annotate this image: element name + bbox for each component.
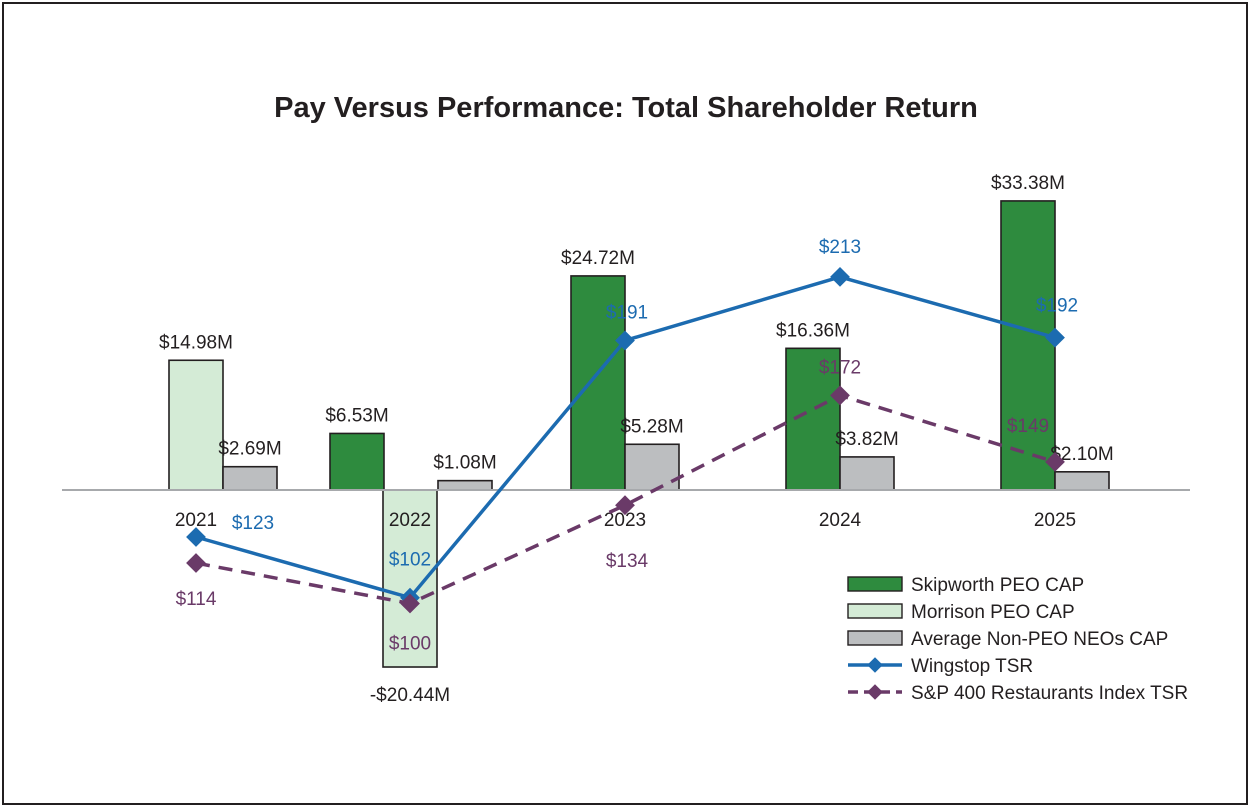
tsr-label-wingstop-tsr-2021: $123 — [232, 513, 274, 534]
legend-label-skipworth-peo-cap: Skipworth PEO CAP — [911, 575, 1084, 596]
legend-item-skipworth-peo-cap: Skipworth PEO CAP — [847, 575, 1084, 596]
bar-morrison-peo-cap-2021 — [168, 359, 224, 491]
bar-skipworth-peo-cap-2025 — [1000, 200, 1056, 491]
bar-label-average-non-peo-neos-cap-2021: $2.69M — [218, 439, 281, 460]
tsr-label-wingstop-tsr-2023: $191 — [606, 302, 648, 323]
tsr-label-sandp-400-restaurants-index-tsr-2023: $134 — [606, 551, 649, 572]
category-label-2023: 2023 — [604, 510, 646, 531]
bar-average-non-peo-neos-cap-2022 — [437, 479, 493, 491]
tsr-label-sandp-400-restaurants-index-tsr-2024: $172 — [819, 357, 861, 378]
tsr-label-wingstop-tsr-2022: $102 — [389, 550, 431, 571]
bar-average-non-peo-neos-cap-2025 — [1054, 471, 1110, 491]
legend-item-wingstop-tsr: Wingstop TSR — [848, 656, 1033, 677]
bars-layer — [168, 200, 1110, 668]
bar-label-skipworth-peo-cap-2022: $6.53M — [325, 405, 388, 426]
bar-label-average-non-peo-neos-cap-2022: $1.08M — [433, 453, 496, 474]
bar-average-non-peo-neos-cap-2024 — [839, 456, 895, 491]
line-sandp-400-restaurants-index-tsr — [195, 393, 1056, 606]
legend-label-average-non-peo-neos-cap: Average Non-PEO NEOs CAP — [911, 629, 1168, 650]
legend-swatch-average-non-peo-neos-cap — [847, 630, 903, 646]
bar-label-average-non-peo-neos-cap-2025: $2.10M — [1050, 444, 1113, 465]
marker-wingstop-tsr-2024 — [830, 267, 850, 287]
marker-wingstop-tsr-2023 — [615, 330, 635, 351]
legend-item-sandp-400-restaurants-index-tsr: S&P 400 Restaurants Index TSR — [848, 683, 1188, 704]
bar-skipworth-peo-cap-2022 — [329, 432, 385, 491]
legend-label-wingstop-tsr: Wingstop TSR — [911, 656, 1033, 677]
bar-average-non-peo-neos-cap-2021 — [222, 465, 278, 491]
bar-label-morrison-peo-cap-2021: $14.98M — [159, 332, 233, 353]
bar-label-skipworth-peo-cap-2024: $16.36M — [776, 320, 850, 341]
tsr-label-sandp-400-restaurants-index-tsr-2022: $100 — [389, 633, 431, 654]
marker-sandp-400-restaurants-index-tsr-2024 — [830, 385, 850, 406]
bar-label-morrison-peo-cap-2022: -$20.44M — [370, 685, 450, 706]
legend-swatch-skipworth-peo-cap — [847, 576, 903, 592]
legend-label-sandp-400-restaurants-index-tsr: S&P 400 Restaurants Index TSR — [911, 683, 1188, 704]
tsr-label-sandp-400-restaurants-index-tsr-2021: $114 — [176, 589, 217, 610]
tsr-label-sandp-400-restaurants-index-tsr-2025: $149 — [1007, 416, 1049, 437]
chart-title: Pay Versus Performance: Total Shareholde… — [274, 92, 978, 124]
bar-labels-layer: $14.98M $2.69M $6.53M -$20.44M $1.08M $24.72M… — [159, 173, 1114, 706]
category-label-2022: 2022 — [389, 510, 431, 531]
legend-item-average-non-peo-neos-cap: Average Non-PEO NEOs CAP — [847, 629, 1168, 650]
bar-label-average-non-peo-neos-cap-2023: $5.28M — [620, 416, 683, 437]
category-label-2021: 2021 — [175, 510, 217, 531]
category-label-2025: 2025 — [1034, 510, 1076, 531]
marker-sandp-400-restaurants-index-tsr-2022 — [400, 593, 420, 614]
bar-label-skipworth-peo-cap-2025: $33.38M — [991, 173, 1065, 194]
legend-label-morrison-peo-cap: Morrison PEO CAP — [911, 602, 1075, 623]
legend-marker-wingstop-tsr — [867, 657, 883, 673]
marker-sandp-400-restaurants-index-tsr-2025 — [1045, 451, 1065, 472]
legend-item-morrison-peo-cap: Morrison PEO CAP — [847, 602, 1075, 623]
bar-label-average-non-peo-neos-cap-2024: $3.82M — [835, 429, 898, 450]
marker-wingstop-tsr-2025 — [1045, 327, 1065, 348]
tsr-label-wingstop-tsr-2025: $192 — [1036, 296, 1078, 317]
tsr-labels-layer: $123 $102 $191 $213 $192 $114 $100 $134 $172 $149 — [176, 237, 1079, 655]
marker-sandp-400-restaurants-index-tsr-2021 — [186, 553, 206, 573]
bar-average-non-peo-neos-cap-2023 — [624, 443, 680, 491]
legend: Skipworth PEO CAP Morrison PEO CAP Average… — [847, 575, 1188, 704]
category-labels-layer: 2021 2022 2023 2024 2025 — [175, 510, 1076, 531]
bar-label-skipworth-peo-cap-2023: $24.72M — [561, 248, 635, 269]
legend-swatch-morrison-peo-cap — [847, 603, 903, 619]
legend-marker-sandp-400-restaurants-index-tsr — [867, 684, 883, 700]
tsr-label-wingstop-tsr-2024: $213 — [819, 237, 861, 258]
category-label-2024: 2024 — [819, 510, 862, 531]
